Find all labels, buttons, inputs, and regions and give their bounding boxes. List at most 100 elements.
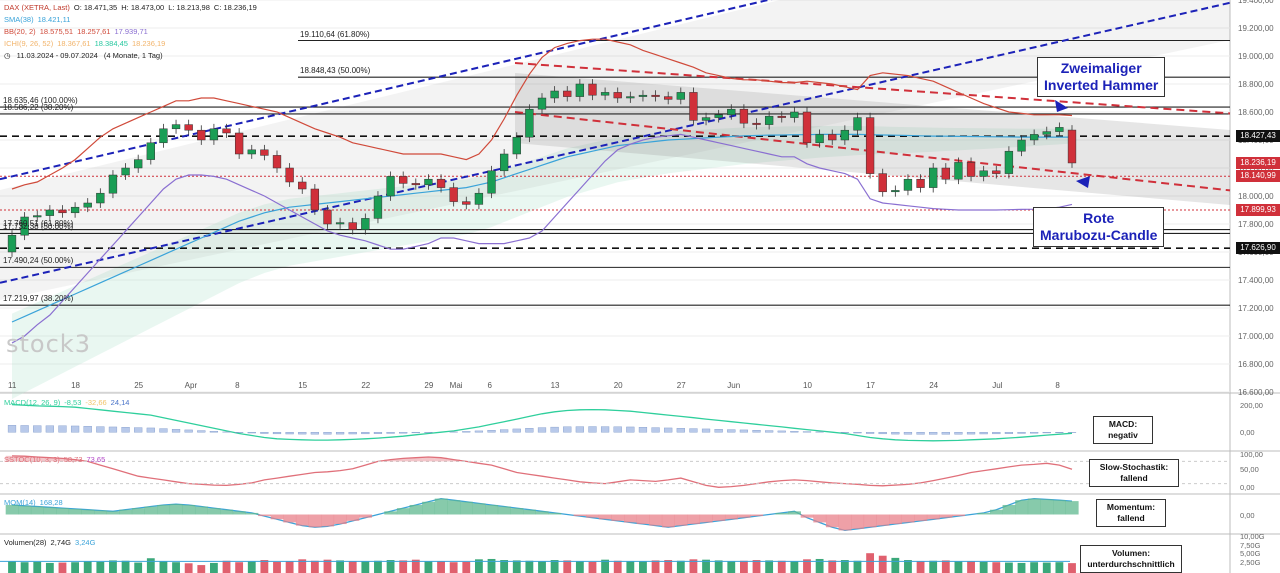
header-row3-item-1: 18.575,51: [39, 27, 74, 36]
macd-histogram-bar: [891, 432, 900, 435]
momentum-bar: [775, 512, 789, 515]
candle: [272, 150, 282, 173]
candle: [676, 87, 685, 105]
candle: [802, 107, 812, 148]
candle-body: [815, 134, 824, 144]
y-tick-label: 18.000,00: [1238, 192, 1274, 201]
volume-bar: [904, 560, 912, 573]
macd-histogram-bar: [878, 432, 887, 435]
x-tick-label: 29: [424, 381, 433, 390]
volume-bar: [777, 560, 786, 573]
indicator-header-stoch-item-2: 73,65: [86, 455, 106, 464]
candle-body: [499, 153, 509, 172]
volume-bar: [172, 562, 180, 573]
candle-body: [525, 108, 534, 138]
volume-bar: [891, 557, 900, 573]
macd-histogram-bar: [588, 426, 597, 433]
macd-histogram-bar: [550, 426, 559, 433]
momentum-bar: [359, 514, 372, 518]
momentum-bar: [1040, 499, 1054, 515]
momentum-bar: [119, 509, 133, 515]
candle: [1042, 126, 1051, 140]
candle: [550, 86, 559, 103]
momentum-bar: [295, 514, 309, 526]
x-tick-label: Mai: [450, 381, 463, 390]
momentum-bar: [901, 514, 915, 523]
momentum-bar: [220, 509, 234, 515]
ichimoku-cloud: [12, 126, 1072, 399]
momentum-bar: [396, 508, 410, 515]
momentum-bar: [863, 514, 877, 528]
candle: [197, 125, 206, 145]
candle-body: [739, 108, 749, 124]
candle: [992, 165, 1001, 179]
candle: [626, 91, 635, 103]
candle-body: [840, 129, 850, 141]
macd-histogram-bar: [916, 432, 925, 435]
candle-body: [197, 129, 206, 141]
candle: [399, 171, 408, 189]
macd-histogram-bar: [739, 429, 749, 433]
annotation-hammer-line2: Inverted Hammer: [1044, 77, 1159, 93]
candle: [891, 185, 900, 197]
candle-body: [209, 128, 219, 141]
header-row4-item-3: 18.236,19: [131, 39, 166, 48]
candle: [96, 188, 105, 208]
stoch-overbought-fill: [422, 456, 435, 462]
x-tick-label: 8: [1055, 381, 1060, 390]
candle-body: [33, 215, 42, 218]
macd-histogram-bar: [70, 425, 80, 433]
box-stoch-value: fallend: [1120, 473, 1148, 483]
macd-histogram-bar: [676, 428, 685, 433]
macd-histogram-bar: [285, 432, 294, 435]
candle-body: [676, 92, 685, 100]
vol-axis-label: 10,00G: [1240, 532, 1265, 541]
macd-histogram-bar: [247, 432, 256, 434]
candle: [436, 174, 446, 193]
volume-bar: [348, 561, 357, 573]
momentum-bar: [43, 507, 57, 515]
candle: [979, 165, 988, 182]
macd-histogram-bar: [941, 432, 950, 435]
stoch-overbought-fill: [384, 459, 397, 462]
volume-bar: [866, 553, 875, 573]
volume-bar: [159, 561, 168, 573]
candle: [790, 107, 799, 123]
volume-bar: [803, 559, 811, 573]
candle: [903, 174, 913, 196]
volume-bar: [361, 561, 370, 573]
volume-bar: [1017, 562, 1026, 573]
header-row3-item-3: 17.939,71: [114, 27, 148, 36]
candle-body: [424, 178, 433, 186]
volume-bar: [815, 558, 824, 573]
momentum-bar: [914, 514, 928, 521]
candle: [260, 144, 269, 161]
macd-histogram-bar: [1017, 432, 1026, 434]
macd-histogram-bar: [638, 427, 648, 433]
candle-body: [1042, 131, 1051, 135]
candle-body: [146, 142, 155, 160]
momentum-bar: [573, 514, 587, 517]
candle-body: [310, 188, 320, 211]
candle: [1029, 129, 1039, 145]
x-tick-label: 13: [551, 381, 560, 390]
momentum-bar: [510, 508, 524, 515]
momentum-bar: [674, 514, 688, 526]
momentum-bar: [661, 514, 675, 528]
mom-axis-label: 0,00: [1240, 511, 1255, 520]
momentum-bar: [321, 514, 335, 527]
candle: [954, 157, 963, 185]
header-row3-item-2: 18.257,61: [77, 27, 111, 36]
annotation-marubozu-line1: Rote: [1083, 210, 1115, 226]
macd-histogram-bar: [184, 429, 193, 433]
candle: [575, 79, 585, 102]
momentum-bar: [952, 514, 966, 517]
stoch-overbought-fill: [68, 459, 82, 462]
box-volume: Volumen: unterdurchschnittlich: [1080, 545, 1182, 573]
macd-histogram-bar: [790, 431, 799, 433]
macd-histogram-bar: [310, 432, 319, 435]
indicator-header-vol: Volumen(28) 2,74G 3,24G: [4, 538, 99, 547]
arrow-marubozu-icon: [1076, 176, 1090, 188]
candle-body: [285, 167, 294, 183]
candle: [209, 123, 219, 145]
